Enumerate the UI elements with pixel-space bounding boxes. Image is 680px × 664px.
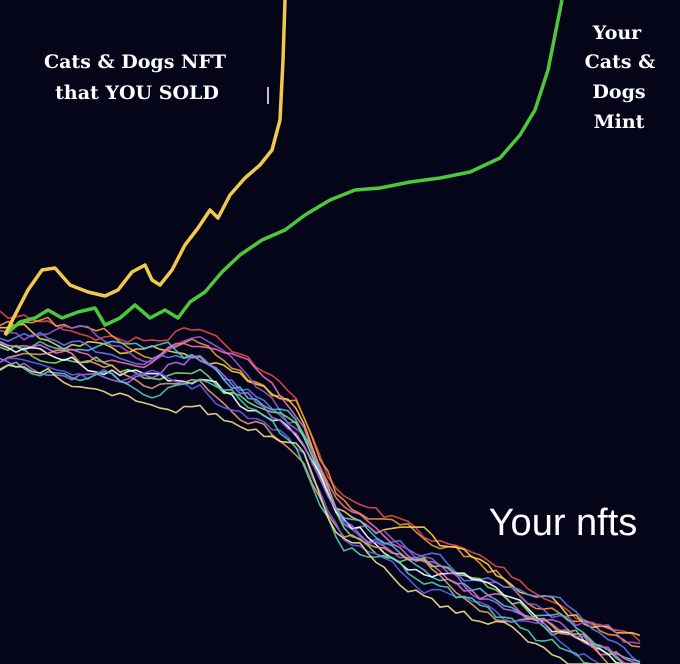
- falling-line: [0, 357, 640, 664]
- mint-label: Mint: [594, 111, 645, 133]
- nfts-label: Your nfts: [489, 502, 638, 544]
- mint-label: Your: [592, 22, 642, 44]
- sold-label: Cats & Dogs NFT: [44, 51, 226, 73]
- falling-line: [0, 310, 641, 642]
- yellow-line: [3, 0, 287, 336]
- mint-label: Dogs: [592, 81, 645, 103]
- mint-label: Cats &: [585, 51, 656, 73]
- falling-lines: [0, 310, 641, 664]
- sold-label: that YOU SOLD: [55, 82, 219, 104]
- falling-line: [0, 349, 640, 664]
- falling-line: [0, 364, 640, 664]
- falling-line: [0, 361, 640, 664]
- green-line: [3, 0, 564, 337]
- falling-line: [0, 316, 641, 648]
